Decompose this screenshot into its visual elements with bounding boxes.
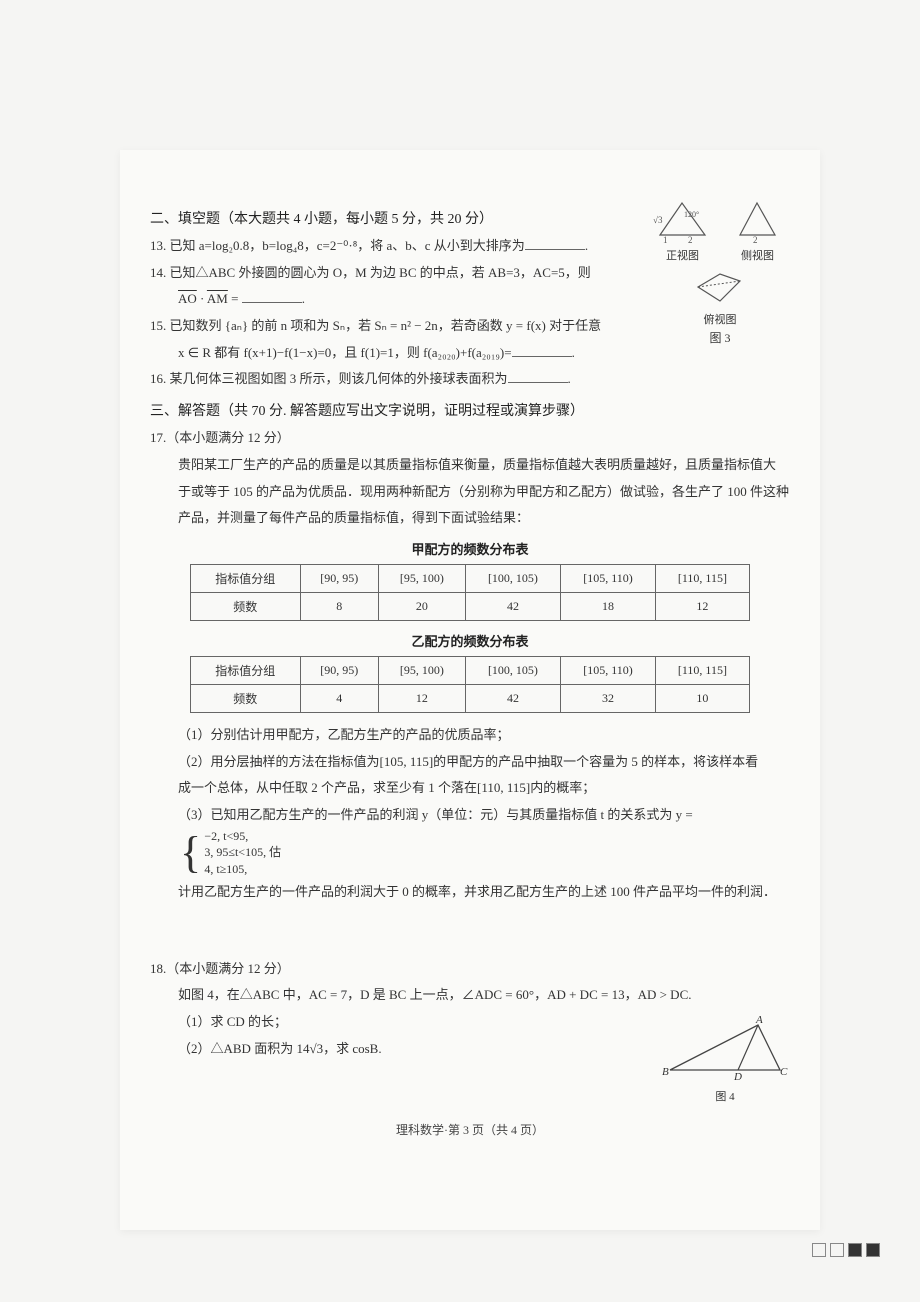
q17-2a: （2）用分层抽样的方法在指标值为[105, 115]的甲配方的产品中抽取一个容量… [150,750,790,775]
freq-cell: 32 [561,684,656,712]
q17-2b: 成一个总体，从中任取 2 个产品，求至少有 1 个落在[110, 115]内的概… [150,776,790,801]
freq-cell: 10 [655,684,749,712]
q16: 16. 某几何体三视图如图 3 所示，则该几何体的外接球表面积为. [150,367,790,392]
svg-text:√3: √3 [653,215,663,225]
freq-cell: 8 [300,592,378,620]
q18-head: 18.（本小题满分 12 分） [150,957,790,982]
svg-text:2: 2 [753,235,758,245]
row-header: 频数 [191,684,301,712]
top-view-label: 俯视图 [650,311,790,327]
q17-3b: 计用乙配方生产的一件产品的利润大于 0 的概率，并求用乙配方生产的上述 100 … [150,880,790,905]
col-header: 指标值分组 [191,656,301,684]
freq-cell: 18 [561,592,656,620]
q17-p1: 贵阳某工厂生产的产品的质量是以其质量指标值来衡量，质量指标值越大表明质量越好，且… [150,453,790,478]
svg-text:A: A [755,1015,763,1026]
freq-cell: 12 [655,592,749,620]
registration-marks [808,1243,880,1262]
q18-p1: 如图 4，在△ABC 中，AC = 7，D 是 BC 上一点，∠ADC = 60… [150,983,790,1008]
freq-cell: 20 [378,592,465,620]
q17-p2: 于或等于 105 的产品为优质品．现用两种新配方（分别称为甲配方和乙配方）做试验… [150,480,790,505]
figure-3: √3 1 2 120° 正视图 2 侧视图 俯视图 图 [650,195,790,346]
svg-text:120°: 120° [684,210,699,219]
piecewise-function: { −2, t<95, 3, 95≤t<105, 估 4, t≥105, [180,828,281,878]
svg-text:C: C [780,1066,788,1078]
figure-4: A B D C 图 4 [660,1015,790,1104]
front-view-label: 正视图 [650,247,715,263]
interval-cell: [105, 110) [561,656,656,684]
row-header: 频数 [191,592,301,620]
svg-text:2: 2 [688,235,693,245]
interval-cell: [90, 95) [300,564,378,592]
interval-cell: [110, 115] [655,564,749,592]
figure-3-caption: 图 3 [650,329,790,346]
section-3-title: 三、解答题（共 70 分. 解答题应写出文字说明，证明过程或演算步骤） [150,400,790,420]
freq-cell: 4 [300,684,378,712]
page-footer: 理科数学·第 3 页（共 4 页） [150,1121,790,1138]
interval-cell: [95, 100) [378,564,465,592]
q17-1: （1）分别估计用甲配方，乙配方生产的产品的优质品率； [150,723,790,748]
q17-head: 17.（本小题满分 12 分） [150,426,790,451]
interval-cell: [95, 100) [378,656,465,684]
table-b-title: 乙配方的频数分布表 [150,631,790,650]
interval-cell: [100, 105) [465,564,560,592]
freq-cell: 42 [465,684,560,712]
exam-page: √3 1 2 120° 正视图 2 侧视图 俯视图 图 [120,150,820,1230]
svg-text:1: 1 [663,235,668,245]
freq-table-b: 指标值分组 [90, 95) [95, 100) [100, 105) [105… [190,656,750,713]
interval-cell: [100, 105) [465,656,560,684]
freq-cell: 42 [465,592,560,620]
side-view-label: 侧视图 [725,247,790,263]
interval-cell: [110, 115] [655,656,749,684]
interval-cell: [105, 110) [561,564,656,592]
table-a-title: 甲配方的频数分布表 [150,539,790,558]
figure-4-caption: 图 4 [660,1088,790,1104]
col-header: 指标值分组 [191,564,301,592]
freq-table-a: 指标值分组 [90, 95) [95, 100) [100, 105) [105… [190,564,750,621]
q17-3a: （3）已知用乙配方生产的一件产品的利润 y（单位：元）与其质量指标值 t 的关系… [150,803,790,878]
interval-cell: [90, 95) [300,656,378,684]
freq-cell: 12 [378,684,465,712]
q17-p3: 产品，并测量了每件产品的质量指标值，得到下面试验结果： [150,506,790,531]
svg-text:B: B [662,1066,669,1078]
svg-text:D: D [733,1071,742,1083]
